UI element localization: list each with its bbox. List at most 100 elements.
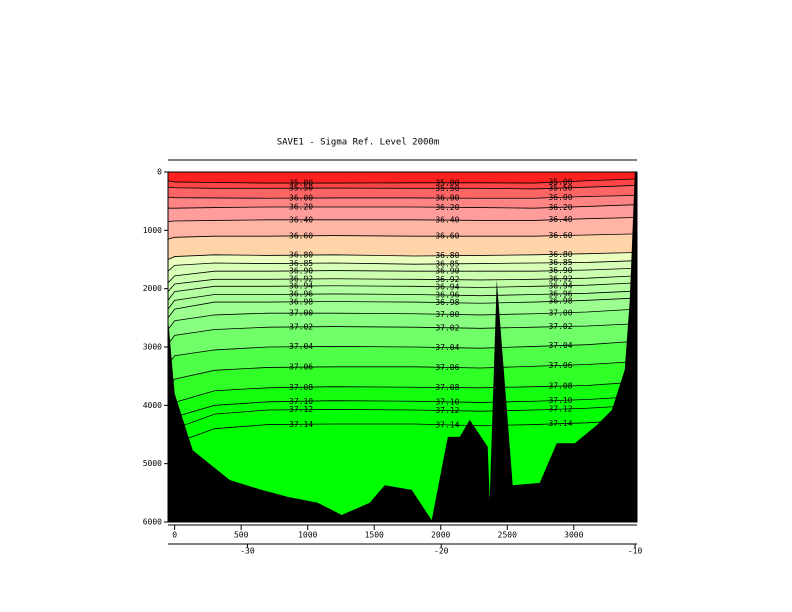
contour-label: 37.06 (435, 363, 459, 372)
y-tick-label: 0 (157, 168, 162, 177)
contour-label: 36.60 (435, 232, 459, 241)
contour-line (167, 419, 638, 450)
contour-label: 36.85 (548, 258, 572, 267)
contour-label: 36.94 (289, 282, 313, 291)
contour-label: 37.00 (289, 309, 313, 318)
contour-label: 36.80 (289, 251, 313, 260)
contour-line (167, 178, 638, 184)
y-tick-label: 2000 (143, 284, 162, 293)
contour-label: 36.92 (289, 275, 313, 284)
contour-label: 36.00 (435, 194, 459, 203)
contour-line (167, 323, 638, 345)
contour-label: 36.00 (548, 193, 572, 202)
contour-label: 36.40 (435, 216, 459, 225)
chart-title: SAVE1 - Sigma Ref. Level 2000m (277, 138, 440, 148)
contour-label: 37.06 (548, 361, 572, 370)
contour-label: 37.12 (289, 405, 313, 414)
contour-label: 36.94 (548, 281, 572, 290)
contour-label: 35.00 (435, 178, 459, 187)
contour-label: 37.04 (548, 341, 572, 350)
x2-tick-label: -20 (434, 547, 449, 556)
contour-label: 37.12 (548, 405, 572, 414)
contour-label: 36.20 (289, 203, 313, 212)
y-tick-label: 1000 (143, 226, 162, 235)
contour-label: 36.98 (289, 297, 313, 306)
contour-line (167, 297, 638, 319)
contour-label: 36.92 (435, 275, 459, 284)
contour-label: 37.12 (435, 406, 459, 415)
y-tick-label: 3000 (143, 343, 162, 352)
contour-label: 36.85 (435, 259, 459, 268)
contour-label: 36.98 (548, 297, 572, 306)
contour-label: 37.14 (435, 420, 459, 429)
contour-label: 36.80 (548, 250, 572, 259)
contour-label: 36.85 (289, 259, 313, 268)
contour-label: 36.80 (435, 251, 459, 260)
y-tick-label: 5000 (143, 459, 162, 468)
contour-label: 37.08 (548, 382, 572, 391)
contour-label: 35.50 (435, 184, 459, 193)
x-tick-label: 500 (234, 531, 249, 540)
contour-label: 36.92 (548, 274, 572, 283)
x-tick-label: 2500 (498, 531, 517, 540)
contour-line (167, 290, 638, 310)
contour-line (167, 252, 638, 260)
x-tick-label: 3000 (564, 531, 583, 540)
contour-line (167, 185, 638, 190)
contour-label: 36.40 (548, 215, 572, 224)
contour-label: 37.10 (289, 397, 313, 406)
bathymetry (168, 172, 637, 522)
contour-label: 36.96 (435, 291, 459, 300)
contour-label: 36.90 (548, 266, 572, 275)
contour-line (167, 308, 638, 330)
x2-tick-label: -30 (240, 547, 255, 556)
contour-label: 36.90 (435, 267, 459, 276)
contour-label: 37.10 (548, 396, 572, 405)
x-tick-label: 1500 (365, 531, 384, 540)
contour-line (167, 194, 638, 199)
contour-line (168, 204, 638, 209)
contour-label: 36.00 (289, 194, 313, 203)
contour-line (167, 361, 638, 389)
contour-line (167, 260, 638, 272)
contour-label: 37.02 (435, 323, 459, 332)
contour-label: 37.04 (435, 343, 459, 352)
contour-label: 36.94 (435, 282, 459, 291)
contour-label: 35.00 (548, 177, 572, 186)
contour-label: 36.96 (289, 290, 313, 299)
contour-label: 35.50 (548, 184, 572, 193)
contour-label: 37.10 (435, 397, 459, 406)
contour-label: 36.60 (289, 231, 313, 240)
contour-line (167, 275, 638, 292)
contour-label: 36.40 (289, 215, 313, 224)
y-tick-label: 4000 (143, 401, 162, 410)
contour-line (167, 267, 638, 284)
contour-line (167, 233, 638, 240)
contour-line (167, 404, 638, 435)
contour-label: 36.98 (435, 298, 459, 307)
contour-label: 36.20 (548, 203, 572, 212)
contour-label: 37.00 (548, 308, 572, 317)
contour-label: 36.96 (548, 289, 572, 298)
contour-label: 37.04 (289, 342, 313, 351)
x2-tick-label: -10 (628, 547, 643, 556)
contour-label: 37.06 (289, 363, 313, 372)
contour-label: 37.08 (435, 383, 459, 392)
contour-line (167, 217, 638, 222)
contour-label: 37.02 (289, 322, 313, 331)
y-tick-label: 6000 (143, 518, 162, 527)
contour-line (167, 381, 638, 409)
contour-label: 36.60 (548, 231, 572, 240)
contour-label: 35.00 (289, 179, 313, 188)
contour-line (167, 396, 638, 424)
contour-label: 35.50 (289, 184, 313, 193)
contour-label: 36.90 (289, 266, 313, 275)
x-tick-label: 2000 (431, 531, 450, 540)
contour-label: 37.14 (289, 420, 313, 429)
x-tick-label: 1000 (298, 531, 317, 540)
x-tick-label: 0 (172, 531, 177, 540)
contour-label: 37.00 (435, 310, 459, 319)
contour-label: 37.02 (548, 322, 572, 331)
contour-label: 36.20 (435, 203, 459, 212)
